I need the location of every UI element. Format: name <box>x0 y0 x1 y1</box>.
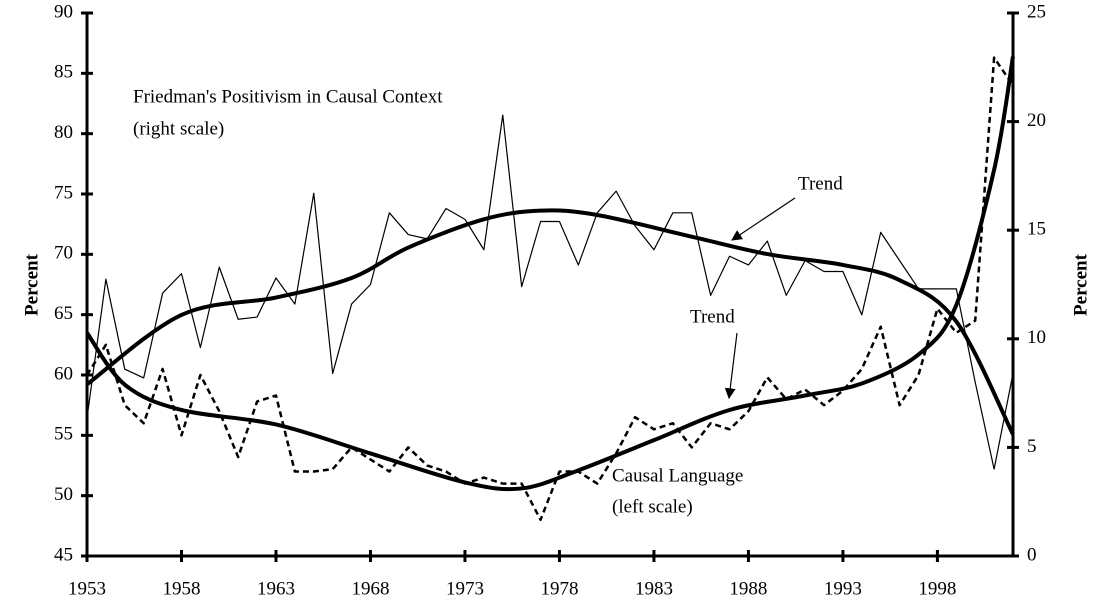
y-tick-label: 60 <box>54 363 73 384</box>
y2-tick-label: 15 <box>1027 219 1046 240</box>
x-tick-label: 1978 <box>540 578 578 599</box>
arrow <box>731 197 796 241</box>
annotation: Trend <box>798 173 843 194</box>
y-tick-label: 55 <box>54 424 73 445</box>
y2-tick-label: 25 <box>1027 1 1046 22</box>
x-tick-label: 1958 <box>162 578 200 599</box>
y-tick-label: 75 <box>54 182 73 203</box>
y-tick-label: 50 <box>54 484 73 505</box>
annotation: (right scale) <box>133 118 224 139</box>
annotation: Trend <box>690 306 735 327</box>
x-tick-label: 1963 <box>257 578 295 599</box>
annotation: (left scale) <box>612 496 693 517</box>
x-tick-label: 1953 <box>68 578 106 599</box>
x-tick-label: 1998 <box>918 578 956 599</box>
y-tick-label: 80 <box>54 122 73 143</box>
trend-line <box>85 208 1015 436</box>
arrow <box>724 332 738 400</box>
y-tick-label: 65 <box>54 303 73 324</box>
y-axis-title: Percent <box>21 253 42 316</box>
y-tick-label: 45 <box>54 544 73 565</box>
series-line <box>85 56 1015 522</box>
x-tick-label: 1973 <box>446 578 484 599</box>
y2-tick-label: 0 <box>1027 544 1037 565</box>
y-tick-label: 70 <box>54 243 73 264</box>
y2-tick-label: 5 <box>1027 436 1037 457</box>
annotation: Friedman's Positivism in Causal Context <box>133 86 443 107</box>
y2-axis-title: Percent <box>1070 253 1091 316</box>
series-line <box>86 114 1014 470</box>
trend-line <box>85 56 1015 492</box>
y2-tick-label: 10 <box>1027 327 1046 348</box>
y-tick-label: 90 <box>54 1 73 22</box>
x-tick-label: 1968 <box>351 578 389 599</box>
x-tick-label: 1988 <box>729 578 767 599</box>
annotation: Causal Language <box>612 465 743 486</box>
x-tick-label: 1993 <box>824 578 862 599</box>
y2-tick-label: 20 <box>1027 110 1046 131</box>
y-tick-label: 85 <box>54 62 73 83</box>
x-tick-label: 1983 <box>635 578 673 599</box>
